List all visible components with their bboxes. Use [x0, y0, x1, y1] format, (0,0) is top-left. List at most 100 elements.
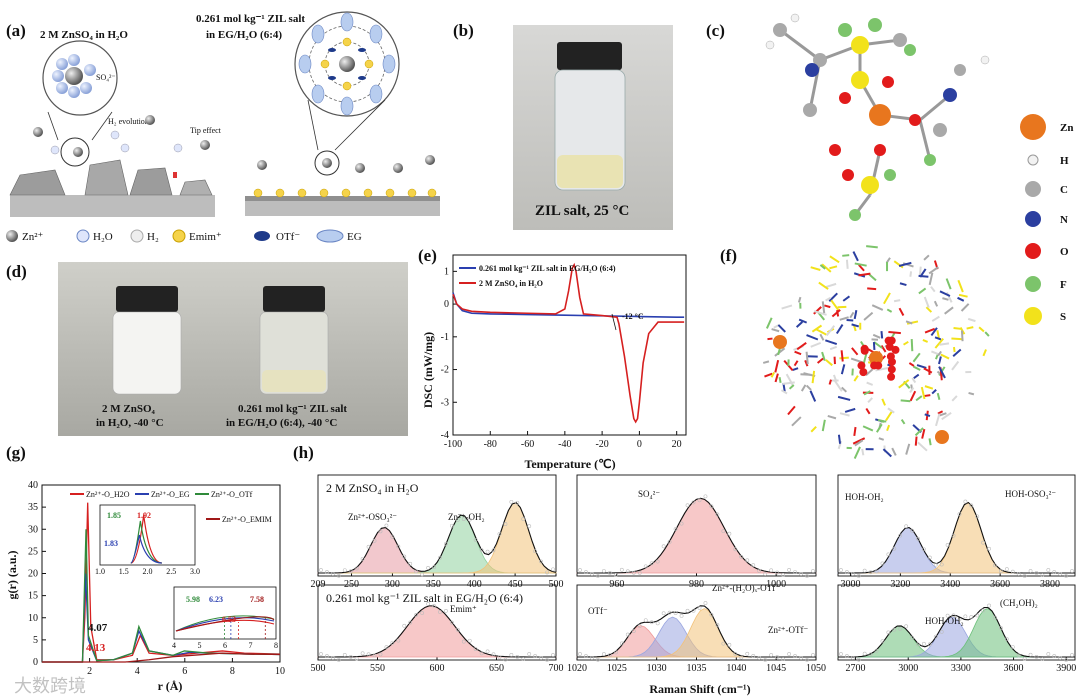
raman-tick-label: 250 [344, 579, 359, 590]
inset1-tick: 1.5 [119, 567, 129, 576]
raman-point [763, 572, 768, 576]
md-bond [880, 331, 884, 339]
md-bond [867, 397, 873, 403]
raman-point [527, 652, 532, 656]
raman-point [945, 543, 950, 547]
raman-point [1064, 658, 1069, 662]
vial-right-cap [263, 286, 325, 312]
md-bond [813, 310, 827, 316]
md-bond [871, 304, 884, 311]
raman-point [856, 657, 861, 662]
raman-point [715, 512, 720, 517]
md-bond [958, 293, 968, 298]
raman-point [1034, 655, 1039, 659]
md-bond [909, 271, 913, 277]
series-line-0 [452, 292, 685, 318]
raman-point [432, 603, 436, 608]
raman-tick-label: 3000 [840, 579, 860, 590]
raman-point [969, 503, 974, 508]
raman-tick-label: 1020 [567, 663, 587, 674]
raman-point [384, 523, 389, 528]
raman-point [1022, 574, 1027, 578]
raman-tick-label: 500 [549, 579, 564, 590]
raman-point [584, 654, 588, 658]
legend-zn-ball [1020, 114, 1046, 140]
panel-a-left-title: 2 M ZnSO₄ in H₂O [40, 29, 128, 41]
raman-point [739, 655, 744, 660]
raman-point [691, 500, 696, 505]
raman-point [408, 620, 413, 625]
raman-point [987, 603, 991, 608]
md-bond [767, 337, 773, 341]
raman-tick-label: 1000 [766, 579, 786, 590]
md-bond [837, 434, 842, 444]
md-bond [923, 254, 930, 261]
y-tick-label: 15 [28, 591, 38, 602]
md-bond [800, 373, 812, 376]
md-bond [909, 390, 917, 402]
raman-point [811, 569, 815, 573]
raman-point [578, 568, 582, 572]
md-bond [834, 380, 843, 392]
panel-a: (a) 2 M ZnSO₄ in H₂O 0.261 mol kg⁻¹ ZIL … [6, 11, 440, 243]
raman-tick-label: 600 [430, 663, 445, 674]
inset2-label-598: 5.98 [186, 595, 200, 604]
md-bond [944, 306, 954, 315]
chart-e-ylabel: DSC (mW/mg) [421, 332, 435, 408]
md-bond [872, 341, 876, 351]
md-bond [805, 351, 809, 365]
raman-point [922, 641, 926, 646]
raman-point [733, 652, 738, 656]
raman-point [515, 500, 520, 505]
raman-point [590, 572, 594, 576]
legend-h-ball [1027, 154, 1039, 166]
md-bond [899, 282, 907, 286]
raman-point [497, 532, 502, 536]
raman-point [673, 527, 678, 532]
raman-tick-label: 300 [385, 579, 400, 590]
raman-point [844, 654, 849, 658]
raman-point [679, 613, 684, 618]
raman-point [590, 656, 594, 660]
photo-b-caption: ZIL salt, 25 °C [535, 203, 629, 219]
raman-point [781, 572, 786, 577]
raman-point [739, 554, 744, 559]
vial-left-body [112, 311, 182, 395]
y-tick-label: 0 [33, 657, 38, 668]
md-bond [825, 339, 838, 346]
chart-g-ticks: 2 4 6 8 10 0 5 10 15 20 25 30 35 40 [28, 480, 285, 677]
legend-f-ball [1025, 276, 1041, 292]
raman-tick-label: 3900 [1056, 663, 1076, 674]
y-tick-label: 5 [33, 635, 38, 646]
raman-point [1040, 657, 1045, 661]
md-bond [936, 392, 941, 400]
x-tick-label: 2 [87, 666, 92, 677]
md-bond [819, 264, 826, 270]
raman-point [927, 555, 932, 560]
raman-point [619, 641, 624, 646]
md-bond [810, 341, 822, 348]
raman-point [449, 523, 454, 528]
md-bond [819, 333, 825, 341]
x-tick-label: 10 [275, 666, 285, 677]
raman-point [539, 656, 544, 660]
inset-2-frame [173, 586, 277, 640]
raman-point [957, 617, 962, 622]
raman-point [733, 547, 738, 552]
raman-point [799, 572, 803, 576]
md-bond [853, 375, 859, 382]
photo-d-caption-right-2: in EG/H₂O (6:4), -40 °C [226, 417, 337, 429]
raman-point [649, 561, 654, 566]
raman-point [1010, 569, 1015, 574]
md-bond [839, 316, 849, 321]
md-bond [875, 423, 883, 433]
md-bond [880, 345, 887, 353]
raman-point [613, 650, 618, 655]
md-bond [916, 364, 927, 369]
raman-point [336, 573, 341, 578]
md-bond [938, 366, 946, 379]
raman-point [987, 546, 991, 551]
md-o-atom [887, 365, 896, 374]
md-bond [878, 437, 885, 441]
md-bond [898, 261, 912, 267]
